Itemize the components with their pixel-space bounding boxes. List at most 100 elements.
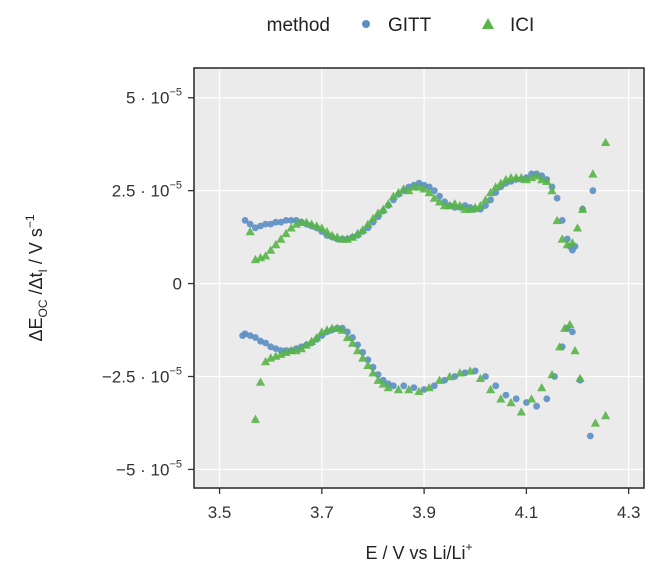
ici-point [560,323,570,332]
ici-point [393,187,404,197]
ici-point [342,332,352,342]
ici-point [424,187,434,197]
gitt-point [553,194,561,202]
ici-point [373,375,383,384]
ici-point [245,226,255,236]
x-tick-label: 3.7 [310,503,334,522]
ici-point [491,182,501,191]
gitt-point [533,402,540,410]
ici-point [347,232,358,241]
ici-point [414,182,424,191]
ici-point [419,184,429,193]
ici-point [363,360,373,369]
gitt-point [586,432,594,440]
ici-point [322,226,332,236]
ici-point [307,219,317,228]
gitt-point [241,330,249,338]
ici-point [537,174,547,184]
x-tick-label: 3.9 [412,503,436,522]
gitt-point [262,339,269,347]
ici-point [286,223,296,232]
gitt-point [543,395,551,403]
ici-point [578,204,588,213]
ici-point [327,230,337,239]
ici-point [317,223,327,232]
ici-point [601,137,611,146]
y-tick-label: −2.5 · 10−5 [102,365,182,386]
ici-point [388,191,398,200]
gitt-point [482,373,489,380]
grid [194,68,644,488]
y-tick-label: 2.5 · 10−5 [112,180,182,201]
gitt-point [246,220,254,228]
ici-point [496,394,506,403]
gitt-point [252,334,259,341]
x-tick-label: 3.5 [208,503,232,522]
ici-point [337,325,347,334]
ici-point [301,217,312,226]
gitt-point [257,222,264,230]
ici-point [496,178,506,187]
x-tick-label: 4.3 [617,503,641,522]
gitt-point [282,217,290,224]
gitt-point [410,384,418,391]
gitt-point [502,391,510,399]
ici-point [567,238,577,247]
ici-point [547,370,557,379]
x-tick-label: 4.1 [515,503,539,522]
ici-point [281,228,291,238]
gitt-point [272,345,280,352]
ici-point [373,208,383,217]
data-points [239,137,611,440]
ici-point [353,228,363,238]
gitt-point [262,220,269,228]
axes: 3.5 3.7 3.9 4.1 4.3 5 · 10−5 2.5 · 10−5 0 −2.5 ·… [102,87,641,522]
ici-point [266,245,276,254]
gitt-point [492,382,500,390]
ici-point [455,368,465,377]
ici-point [332,323,342,332]
ici-point [601,410,611,420]
ici-point [555,342,565,351]
plot-border [193,67,645,489]
ici-point [590,418,600,427]
gitt-point [257,337,264,345]
ici-point [383,199,393,208]
plot-panel [194,68,644,488]
ici-point [378,204,388,213]
gitt-point [272,218,280,226]
ici-point [261,251,271,260]
ici-point [404,384,414,394]
ici-point [434,375,445,384]
gitt-point [267,343,275,351]
y-tick-label: 5 · 10−5 [126,87,182,108]
ici-point [537,383,547,392]
ici-point [516,173,526,182]
ici-point [393,384,404,394]
ici-point [368,213,378,223]
ici-point [312,221,322,230]
gitt-point [400,382,408,390]
gitt-point [246,332,254,339]
gitt-point [390,382,397,390]
ici-point [378,379,388,388]
ici-point [547,186,557,195]
legend-gitt-marker [362,20,370,28]
gitt-point [267,220,275,228]
ici-point [332,232,342,241]
ici-point [486,187,496,197]
ici-point [250,414,260,423]
y-tick-label: −5 · 10−5 [116,458,182,479]
ici-point [506,397,516,407]
ici-point [486,384,496,394]
ici-point [301,340,312,349]
ici-point [480,195,491,204]
ici-point [557,234,567,243]
legend-ici-marker [482,18,494,29]
ici-point [475,373,485,382]
ici-point [588,169,598,178]
ici-point [271,239,281,249]
ici-point [307,336,317,345]
ici-point [570,345,580,355]
